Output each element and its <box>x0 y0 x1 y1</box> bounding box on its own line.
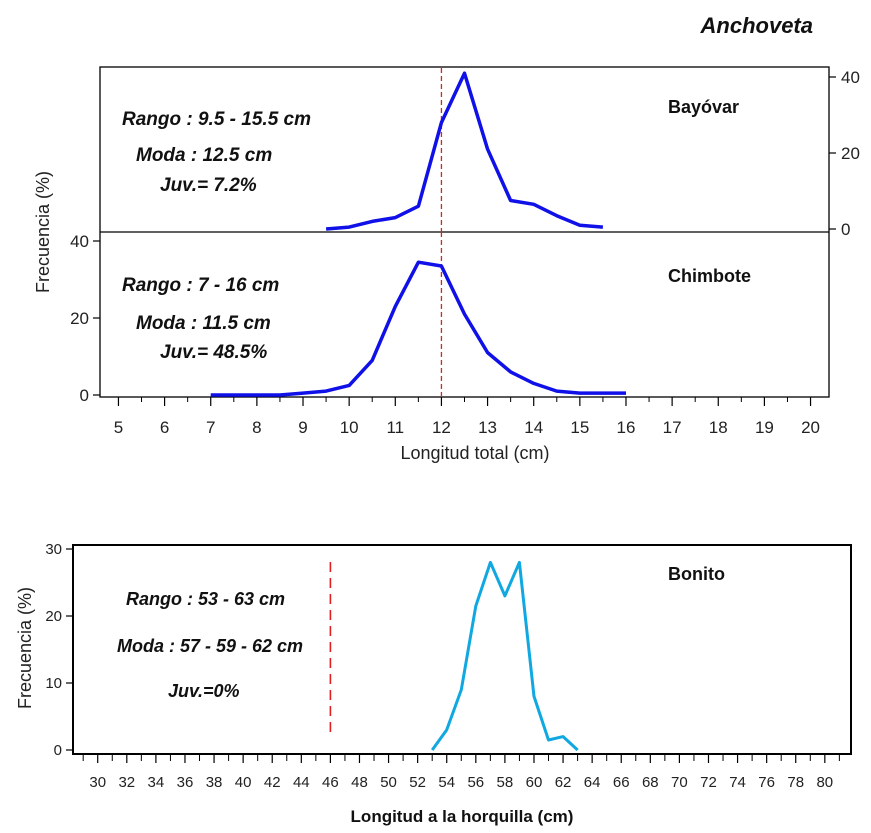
bonito-x-tick-label: 36 <box>177 774 194 791</box>
x-tick-label: 15 <box>570 418 589 437</box>
x-tick-label: 9 <box>298 418 307 437</box>
bonito-y-tick-label: 20 <box>45 608 62 625</box>
bonito-x-tick-label: 68 <box>642 774 659 791</box>
x-tick-label: 14 <box>524 418 543 437</box>
x-tick-label: 12 <box>432 418 451 437</box>
chimbote-series-line <box>210 260 626 397</box>
bayovar-station-label: Bayóvar <box>668 97 739 117</box>
bayovar-moda-label: Moda : 12.5 cm <box>136 145 272 166</box>
bayovar-y-axis: 0 20 40 <box>829 68 860 239</box>
bonito-x-tick-label: 74 <box>729 774 746 791</box>
bonito-x-tick-label: 50 <box>380 774 397 791</box>
x-tick-label: 11 <box>386 418 404 437</box>
bonito-moda-label: Moda : 57 - 59 - 62 cm <box>117 636 303 656</box>
bonito-y-tick-label: 10 <box>45 675 62 692</box>
bonito-x-tick-label: 32 <box>118 774 135 791</box>
bonito-y-axis: 0 10 20 30 <box>45 541 73 759</box>
chimbote-rango-label: Rango : 7 - 16 cm <box>122 275 279 296</box>
bonito-x-tick-label: 38 <box>206 774 223 791</box>
chimbote-y-tick-label: 0 <box>80 386 89 405</box>
bonito-y-tick-label: 0 <box>54 742 62 759</box>
x-tick-label: 6 <box>160 418 169 437</box>
bonito-station-label: Bonito <box>668 564 725 584</box>
x-tick-label: 16 <box>617 418 636 437</box>
bonito-x-tick-label: 60 <box>526 774 543 791</box>
bonito-frame <box>72 544 852 755</box>
x-tick-label: 13 <box>478 418 497 437</box>
x-tick-label: 18 <box>709 418 728 437</box>
bonito-y-axis-title: Frecuencia (%) <box>15 587 35 709</box>
x-tick-label: 17 <box>663 418 682 437</box>
bonito-x-tick-label: 70 <box>671 774 688 791</box>
bonito-x-axis: 30 32 34 36 38 40 42 44 46 48 50 52 54 56 58 60 62 64 66 68… <box>82 754 840 791</box>
bayovar-juv-label: Juv.= 7.2% <box>160 175 257 196</box>
bonito-x-tick-label: 30 <box>89 774 106 791</box>
bonito-series-line <box>430 560 579 752</box>
chimbote-y-tick-label: 20 <box>70 309 89 328</box>
x-tick-label: 10 <box>340 418 359 437</box>
bayovar-series-line <box>325 71 604 231</box>
chimbote-x-axis: 5 6 7 8 9 10 11 12 13 14 15 16 17 18 19 20 <box>114 397 820 437</box>
bayovar-panel: 0 20 40 Rango : 9.5 - 15.5 cm Moda : 12.5 … <box>122 68 860 239</box>
bonito-juv-label: Juv.=0% <box>168 681 240 701</box>
chimbote-station-label: Chimbote <box>668 266 751 286</box>
bonito-x-tick-label: 78 <box>787 774 804 791</box>
x-tick-label: 8 <box>252 418 261 437</box>
chimbote-moda-label: Moda : 11.5 cm <box>136 313 271 334</box>
bonito-x-tick-label: 66 <box>613 774 630 791</box>
x-tick-label: 19 <box>755 418 774 437</box>
bonito-x-tick-label: 80 <box>816 774 833 791</box>
bonito-rango-label: Rango : 53 - 63 cm <box>126 589 285 609</box>
bonito-x-tick-label: 62 <box>555 774 572 791</box>
bonito-x-tick-label: 34 <box>148 774 165 791</box>
bonito-x-tick-label: 46 <box>322 774 339 791</box>
chimbote-y-tick-label: 40 <box>70 232 89 251</box>
x-tick-label: 7 <box>206 418 215 437</box>
bayovar-rango-label: Rango : 9.5 - 15.5 cm <box>122 109 311 130</box>
bonito-x-tick-label: 58 <box>497 774 514 791</box>
x-tick-label: 5 <box>114 418 123 437</box>
figure-title: Anchoveta <box>700 13 813 38</box>
bayovar-y-tick-label: 20 <box>841 144 860 163</box>
x-tick-label: 20 <box>801 418 820 437</box>
bonito-x-tick-label: 56 <box>467 774 484 791</box>
chimbote-panel: 0 20 40 5 6 7 8 9 10 11 12 13 14 15 16 17 18 19 20 Rango … <box>33 171 820 463</box>
bonito-x-tick-label: 76 <box>758 774 775 791</box>
bonito-x-tick-label: 72 <box>700 774 717 791</box>
bayovar-y-tick-label: 0 <box>841 220 850 239</box>
anchoveta-y-axis-title: Frecuencia (%) <box>33 171 53 293</box>
bonito-x-tick-label: 40 <box>235 774 252 791</box>
bonito-x-axis-title: Longitud a la horquilla (cm) <box>351 807 574 826</box>
bayovar-y-tick-label: 40 <box>841 68 860 87</box>
bonito-x-tick-label: 48 <box>351 774 368 791</box>
bonito-x-tick-label: 64 <box>584 774 601 791</box>
anchoveta-x-axis-title: Longitud total (cm) <box>400 443 549 463</box>
bonito-x-tick-label: 54 <box>438 774 455 791</box>
bonito-x-tick-label: 52 <box>409 774 426 791</box>
bonito-y-tick-label: 30 <box>45 541 62 558</box>
bonito-x-tick-label: 42 <box>264 774 281 791</box>
chimbote-juv-label: Juv.= 48.5% <box>160 342 267 363</box>
bonito-panel: 0 10 20 30 30 32 34 36 38 40 42 44 46 48 50 52 54 56 58 60… <box>15 541 852 826</box>
chimbote-y-axis: 0 20 40 <box>70 232 100 405</box>
bonito-x-tick-label: 44 <box>293 774 310 791</box>
